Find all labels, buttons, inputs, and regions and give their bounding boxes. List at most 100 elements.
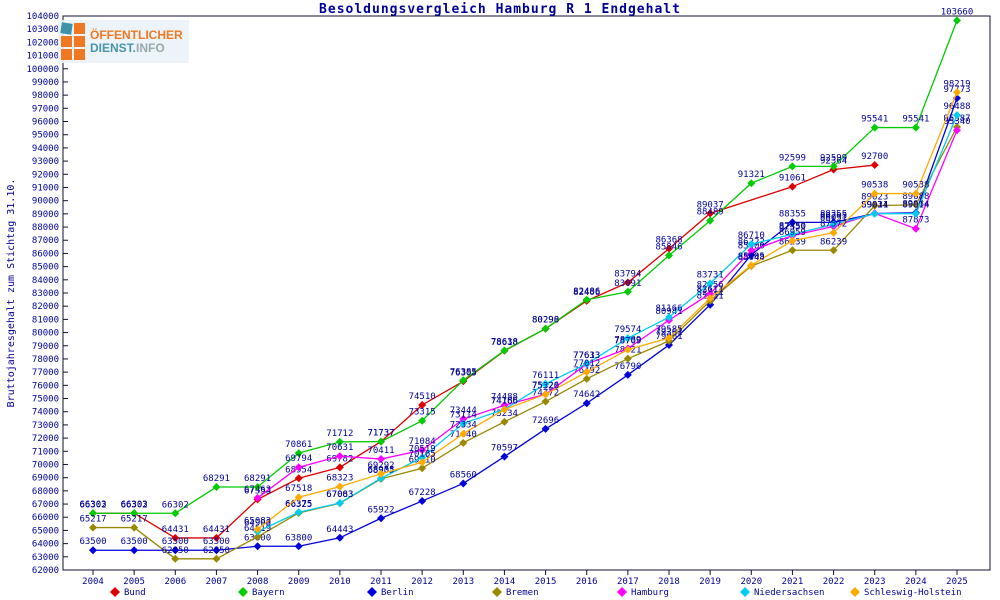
data-point-bund-2009 (294, 474, 303, 483)
data-label-niedersachsen-2019: 83731 (697, 270, 724, 280)
data-label-bayern-2008: 68291 (244, 474, 271, 484)
data-point-bremen-2023 (870, 201, 879, 210)
data-point-schleswig-holstein-2014 (500, 405, 509, 414)
data-point-schleswig-holstein-2012 (418, 458, 427, 467)
data-point-niedersachsen-2021 (788, 230, 797, 239)
data-label-niedersachsen-2010: 67083 (326, 490, 353, 500)
data-label-bremen-2023: 89623 (861, 193, 888, 203)
y-tick-label: 65000 (32, 526, 59, 536)
data-point-berlin-2006 (171, 546, 180, 555)
legend-marker-niedersachsen (740, 587, 750, 597)
data-point-bayern-2006 (171, 509, 180, 518)
data-label-bayern-2013: 76385 (450, 367, 477, 377)
data-point-berlin-2005 (130, 546, 139, 555)
y-tick-label: 77000 (32, 368, 59, 378)
x-tick-label: 2015 (535, 577, 557, 587)
y-tick-label: 68000 (32, 487, 59, 497)
data-label-schleswig-holstein-2020: 85105 (738, 252, 765, 262)
x-tick-label: 2005 (123, 577, 145, 587)
data-label-bremen-2007: 62850 (203, 546, 230, 556)
y-tick-label: 101000 (26, 52, 59, 62)
x-tick-label: 2006 (164, 577, 186, 587)
data-label-hamburg-2013: 73444 (450, 406, 477, 416)
x-tick-label: 2012 (411, 577, 433, 587)
data-point-bayern-2014 (500, 346, 509, 355)
x-tick-label: 2009 (288, 577, 310, 587)
data-label-schleswig-holstein-2025: 98219 (943, 79, 970, 89)
data-label-bayern-2012: 73315 (409, 408, 436, 418)
data-label-niedersachsen-2022: 88205 (820, 211, 847, 221)
data-label-bremen-2022: 86239 (820, 237, 847, 247)
x-tick-label: 2023 (864, 577, 886, 587)
y-tick-label: 63000 (32, 553, 59, 563)
data-point-bremen-2006 (171, 554, 180, 563)
data-label-bayern-2014: 78638 (491, 338, 518, 348)
legend-label-schleswig-holstein: Schleswig-Holstein (864, 588, 962, 598)
data-point-berlin-2008 (253, 542, 262, 551)
data-label-bund-2006: 64431 (162, 525, 189, 535)
x-tick-label: 2010 (329, 577, 351, 587)
data-point-hamburg-2008 (253, 493, 262, 502)
data-label-schleswig-holstein-2022: 87572 (820, 220, 847, 230)
x-tick-label: 2025 (946, 577, 968, 587)
data-label-bayern-2024: 95541 (902, 115, 929, 125)
data-label-bund-2019: 89037 (697, 200, 724, 210)
data-point-bayern-2013 (459, 376, 468, 385)
series-line-schleswig-holstein (257, 92, 958, 530)
data-label-schleswig-holstein-2008: 65083 (244, 516, 271, 526)
data-label-hamburg-2010: 70631 (326, 443, 353, 453)
y-tick-label: 82000 (32, 302, 59, 312)
legend-marker-hamburg (617, 587, 627, 597)
logo-text: ÖFFENTLICHER DIENST.INFO (90, 27, 183, 55)
plot-frame (62, 15, 991, 571)
data-point-hamburg-2009 (294, 463, 303, 472)
data-label-berlin-2010: 64443 (326, 525, 353, 535)
data-label-bund-2023: 92700 (861, 152, 888, 162)
data-label-bund-2013: 76305 (450, 368, 477, 378)
data-point-bayern-2008 (253, 483, 262, 492)
x-tick-label: 2019 (699, 577, 721, 587)
y-tick-label: 95000 (32, 131, 59, 141)
legend-label-niedersachsen: Niedersachsen (754, 588, 824, 598)
y-tick-label: 78000 (32, 355, 59, 365)
data-point-bayern-2016 (582, 295, 591, 304)
x-tick-label: 2008 (247, 577, 269, 587)
data-point-bund-2012 (418, 400, 427, 409)
data-label-berlin-2015: 72696 (532, 416, 559, 426)
data-label-niedersachsen-2018: 81166 (655, 304, 682, 314)
x-tick-label: 2014 (494, 577, 516, 587)
data-point-niedersachsen-2019 (706, 279, 715, 288)
data-point-bremen-2017 (623, 354, 632, 363)
y-tick-label: 80000 (32, 329, 59, 339)
data-point-hamburg-2012 (418, 446, 427, 455)
data-label-bremen-2014: 73234 (491, 409, 518, 419)
legend-marker-berlin (367, 587, 377, 597)
y-tick-label: 94000 (32, 144, 59, 154)
data-label-niedersachsen-2013: 73114 (450, 410, 477, 420)
data-label-berlin-2004: 63500 (79, 537, 106, 547)
legend-marker-bund (110, 587, 120, 597)
data-label-berlin-2014: 70597 (491, 444, 518, 454)
legend-label-bund: Bund (124, 588, 146, 598)
data-point-bayern-2020 (747, 179, 756, 188)
data-point-berlin-2021 (788, 218, 797, 227)
data-label-bund-2016: 82406 (573, 288, 600, 298)
legend-label-berlin: Berlin (381, 588, 414, 598)
x-tick-label: 2007 (206, 577, 228, 587)
data-label-hamburg-2011: 70411 (367, 446, 394, 456)
data-point-schleswig-holstein-2019 (706, 294, 715, 303)
y-tick-label: 67000 (32, 500, 59, 510)
data-label-niedersachsen-2021: 87450 (779, 221, 806, 231)
data-label-hamburg-2022: 88051 (820, 213, 847, 223)
data-label-niedersachsen-2016: 77633 (573, 351, 600, 361)
data-label-bayern-2019: 88489 (697, 208, 724, 218)
data-label-bayern-2006: 66302 (162, 500, 189, 510)
data-point-berlin-2016 (582, 399, 591, 408)
data-point-schleswig-holstein-2022 (829, 228, 838, 237)
data-point-bund-2023 (870, 161, 879, 170)
oeffentlicher-dienst-logo: ÖFFENTLICHER DIENST.INFO (58, 20, 189, 63)
y-tick-label: 99000 (32, 78, 59, 88)
legend-marker-schleswig-holstein (850, 587, 860, 597)
data-point-bayern-2023 (870, 123, 879, 132)
y-tick-label: 79000 (32, 342, 59, 352)
